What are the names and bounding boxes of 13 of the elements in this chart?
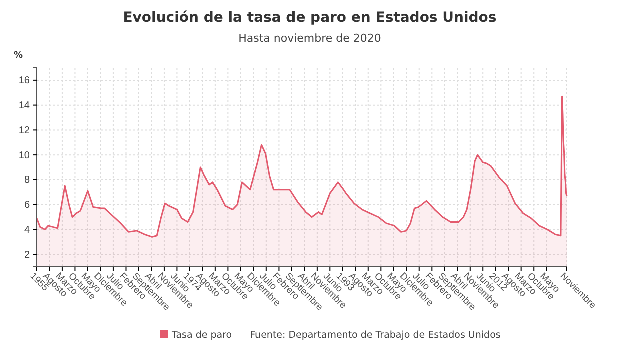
y-tick-label: 8 (24, 175, 30, 186)
y-tick-label: 12 (18, 125, 30, 136)
y-tick-label: 4 (24, 224, 30, 236)
chart-title: Evolución de la tasa de paro en Estados Unidos (123, 10, 497, 26)
y-axis-title: % (14, 51, 24, 61)
legend-label: Tasa de paro (171, 330, 232, 341)
y-tick-label: 16 (18, 76, 30, 87)
chart-subtitle: Hasta noviembre de 2020 (238, 32, 382, 45)
y-tick-label: 10 (18, 150, 30, 162)
source-note: Fuente: Departamento de Trabajo de Estados Unidos (250, 330, 501, 341)
y-tick-label: 2 (24, 250, 30, 261)
y-tick-label: 14 (18, 100, 30, 112)
y-tick-label: 6 (24, 200, 30, 212)
